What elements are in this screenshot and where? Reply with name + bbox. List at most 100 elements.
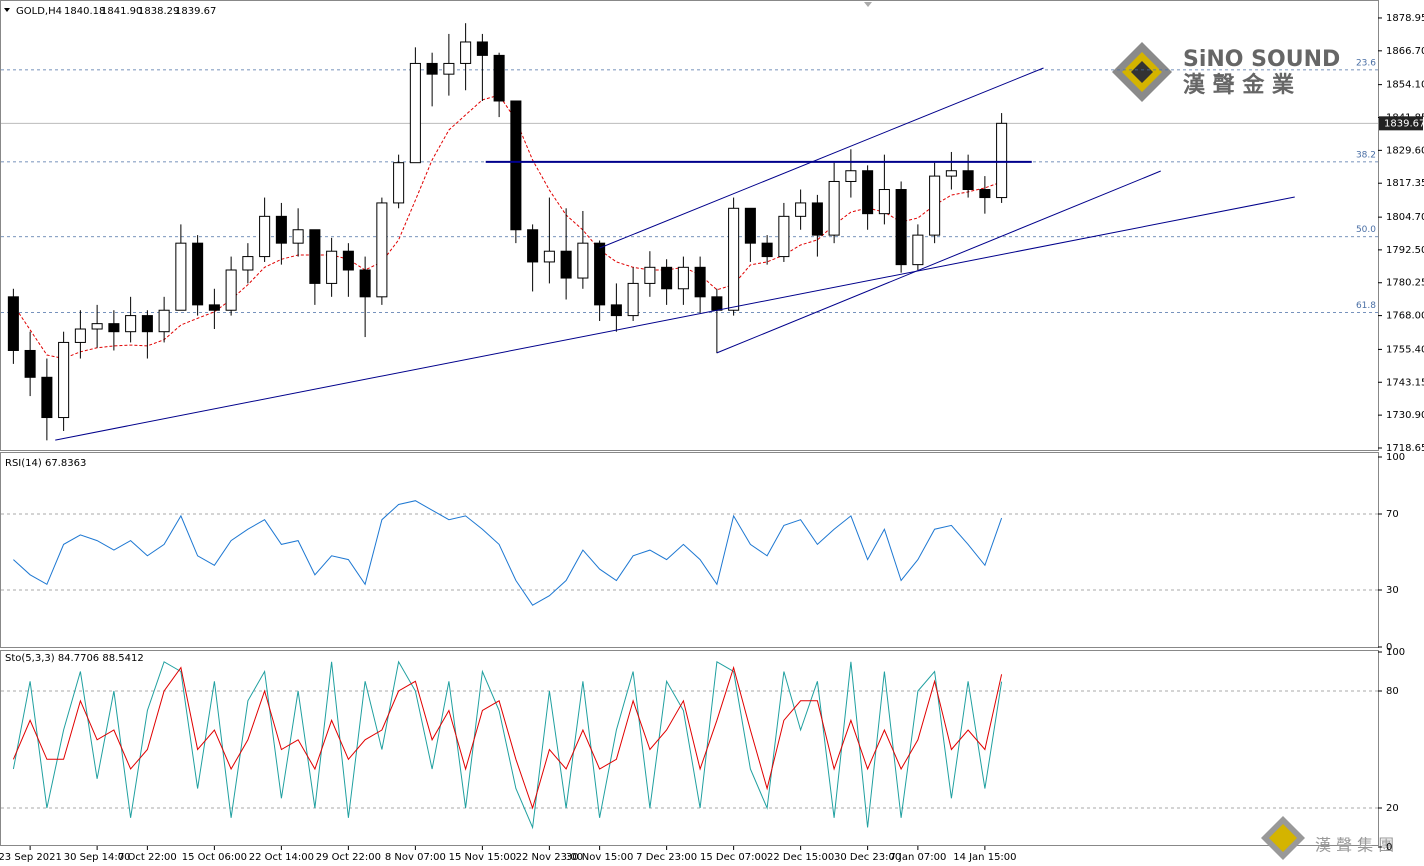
candle-body (24, 349, 36, 378)
corner-logo: 漢 聲 集 團 (1261, 816, 1394, 860)
trend-line (55, 196, 1295, 441)
y-tick-label: 100 (1386, 647, 1405, 658)
indicator-line (13, 500, 1003, 606)
ohlc-close: 1839.67 (175, 6, 216, 17)
candle-body (359, 269, 371, 298)
x-tick-label: 7 Dec 23:00 (636, 852, 697, 863)
y-tick-label: 1768.00 (1386, 311, 1424, 322)
y-tick-label: 20 (1386, 803, 1399, 814)
candle-body (58, 341, 70, 419)
candle-body (192, 242, 204, 306)
candle-body (895, 189, 907, 266)
candle-body (594, 242, 606, 306)
candle-body (376, 202, 388, 298)
candle-body (979, 189, 991, 199)
indicator-line (12, 665, 1003, 810)
candle-body (744, 207, 756, 244)
candle-body (862, 170, 874, 215)
y-tick-label: 0 (1386, 842, 1392, 853)
candle-body (627, 282, 639, 317)
candle-body (778, 215, 790, 258)
x-tick-label: 30 Sep 14:00 (64, 852, 131, 863)
candle-body (175, 242, 187, 311)
candle-body (610, 304, 622, 317)
y-tick-label: 1755.40 (1386, 344, 1424, 355)
candle-body (677, 266, 689, 290)
shift-marker (864, 2, 872, 7)
x-tick-label: 15 Oct 06:00 (182, 852, 247, 863)
y-tick-label: 1854.10 (1386, 80, 1424, 91)
candle-body (7, 296, 19, 351)
candle-body (91, 323, 103, 330)
y-tick-label: 1866.70 (1386, 46, 1424, 57)
candle-body (141, 315, 153, 333)
candle-body (493, 54, 505, 102)
candle-body (342, 250, 354, 271)
y-tick-label: 30 (1386, 585, 1399, 596)
candle-body (426, 62, 438, 75)
candle-body (644, 266, 656, 284)
x-tick-label: 30 Nov 15:00 (566, 852, 633, 863)
candle-body (795, 202, 807, 217)
indicator-title: Sto(5,3,3) 84.7706 88.5412 (5, 653, 144, 664)
x-tick-label: 29 Oct 22:00 (316, 852, 381, 863)
x-tick-label: 23 Sep 2021 (0, 852, 62, 863)
y-tick-label: 1817.35 (1386, 178, 1424, 189)
x-tick-label: 30 Dec 23:00 (834, 852, 901, 863)
candle-body (661, 266, 673, 290)
candle-body (108, 323, 120, 333)
candle-body (74, 328, 86, 343)
x-tick-label: 7 Jan 07:00 (889, 852, 946, 863)
x-tick-label: 7 Oct 22:00 (118, 852, 177, 863)
candle-body (711, 296, 723, 311)
logo-tagline: 漢 聲 金 業 (1183, 72, 1295, 98)
candle-body (828, 180, 840, 236)
candle-body (225, 269, 237, 311)
fib-label: 38.2 (1356, 150, 1376, 160)
y-tick-label: 1792.50 (1386, 245, 1424, 256)
candle-body (41, 376, 53, 419)
price-box (1379, 116, 1423, 131)
menu-arrow (4, 8, 10, 12)
candle-body (125, 315, 137, 333)
fib-label: 61.8 (1356, 301, 1376, 311)
y-tick-label: 1804.70 (1386, 212, 1424, 223)
y-tick-label: 1780.25 (1386, 278, 1424, 289)
price-panel (0, 0, 1379, 451)
candle-body (962, 170, 974, 191)
fib-label: 50.0 (1356, 225, 1376, 235)
y-tick-label: 1829.60 (1386, 145, 1424, 156)
indicator-title: RSI(14) 67.8363 (5, 458, 86, 469)
candle-body (242, 256, 254, 271)
x-tick-label: 15 Dec 07:00 (700, 852, 767, 863)
x-tick-label: 22 Dec 15:00 (767, 852, 834, 863)
trend-line (716, 170, 1161, 354)
x-tick-label: 22 Nov 23:00 (516, 852, 583, 863)
candle-body (326, 250, 338, 284)
candle-body (845, 170, 857, 182)
indicator-line (12, 660, 1003, 830)
y-tick-label: 70 (1386, 509, 1399, 520)
candle-body (945, 170, 957, 177)
candle-body (259, 215, 271, 258)
logo-diamond-core (1131, 61, 1153, 83)
candle-body (208, 304, 220, 311)
y-tick-label: 1730.90 (1386, 410, 1424, 421)
logo: SiNO SOUND 漢 聲 金 業 (1112, 42, 1340, 102)
trend-line (599, 67, 1044, 249)
candle-body (460, 41, 472, 64)
candle-body (728, 207, 740, 311)
y-tick-label: 1718.65 (1386, 443, 1424, 454)
x-tick-label: 8 Nov 07:00 (385, 852, 446, 863)
candle-body (409, 62, 421, 164)
ohlc-high: 1841.90 (101, 6, 142, 17)
ohlc-low: 1838.29 (138, 6, 179, 17)
x-tick-label: 22 Oct 14:00 (249, 852, 314, 863)
corner-text: 漢 聲 集 團 (1315, 836, 1394, 855)
candle-body (694, 266, 706, 298)
candle-body (510, 100, 522, 231)
candle-body (560, 250, 572, 279)
candle-body (158, 309, 170, 333)
current-price: 1839.67 (1384, 118, 1424, 129)
